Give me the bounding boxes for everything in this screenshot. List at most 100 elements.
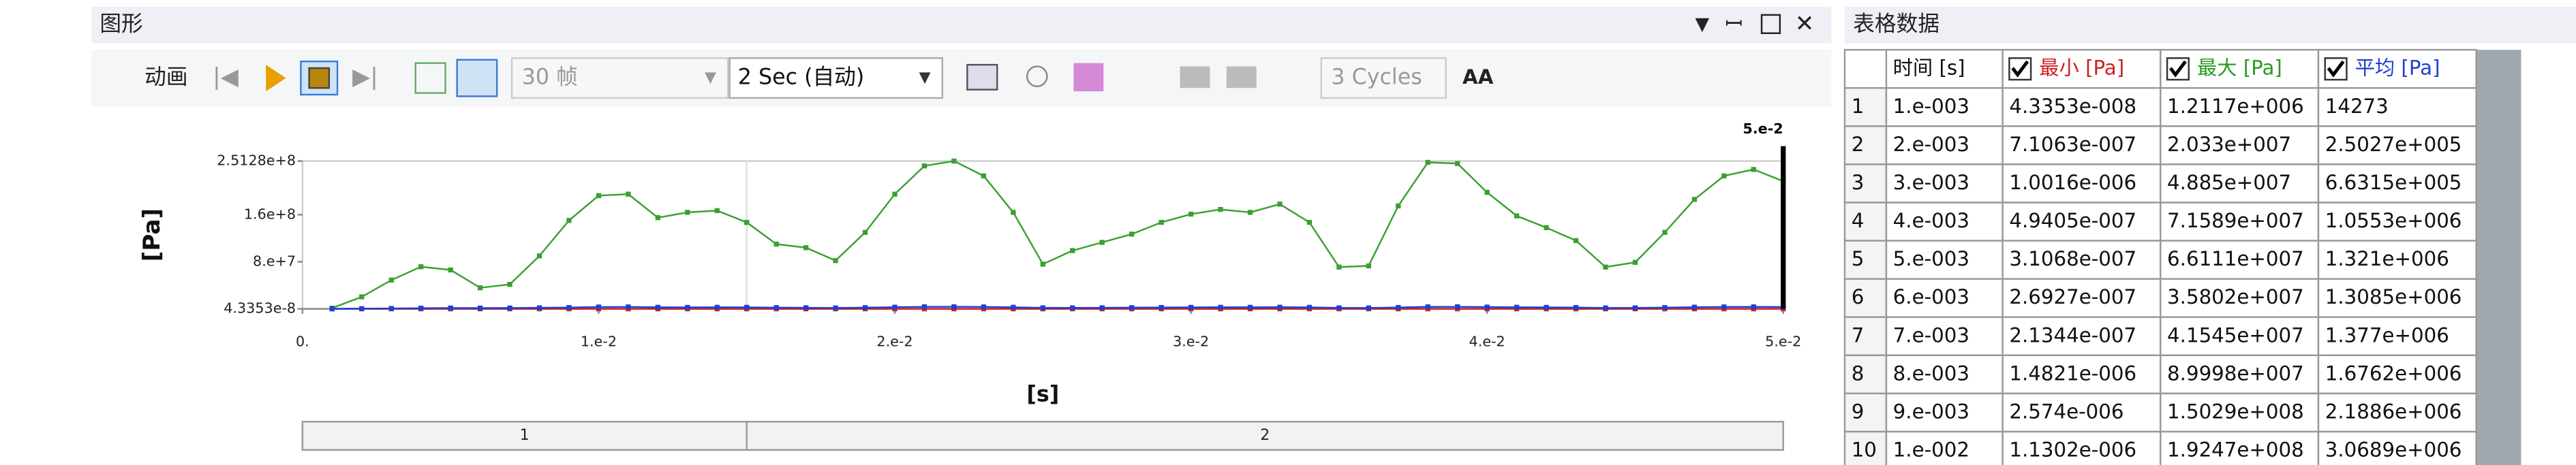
data-point xyxy=(359,294,365,300)
row-header-cell xyxy=(1843,240,1888,280)
data-point xyxy=(359,306,365,312)
data-point xyxy=(1691,197,1698,202)
data-point xyxy=(655,304,661,310)
data-point xyxy=(1544,225,1549,231)
header-cell xyxy=(1885,48,2004,89)
data-point xyxy=(1159,219,1164,225)
data-point xyxy=(1306,219,1313,225)
copy-button[interactable] xyxy=(1180,66,1210,89)
data-point xyxy=(1366,305,1371,310)
prev-button[interactable]: |◀ xyxy=(213,63,239,91)
cell-text: 4.885e+007 xyxy=(2167,171,2291,194)
x-tick-label: 1.e-2 xyxy=(581,333,617,349)
x-tick-label: 4.e-2 xyxy=(1469,333,1505,349)
cell-text: 1.2117e+006 xyxy=(2167,95,2304,118)
data-point xyxy=(1751,304,1756,310)
data-point xyxy=(507,305,512,311)
data-point xyxy=(1129,231,1135,237)
data-point xyxy=(744,219,750,225)
cell-text: 1.377e+006 xyxy=(2325,323,2449,347)
data-point xyxy=(1188,304,1194,310)
play-button[interactable] xyxy=(266,65,286,92)
data-point xyxy=(1159,304,1164,310)
data-point xyxy=(1247,210,1253,215)
cell xyxy=(2317,125,2477,165)
duration-dropdown[interactable] xyxy=(729,57,943,99)
cell-text: 1.9247e+008 xyxy=(2167,438,2304,462)
step-segment[interactable] xyxy=(746,421,1784,451)
data-point xyxy=(1011,304,1016,310)
animation-label: 动画 xyxy=(144,65,187,90)
cell xyxy=(2002,354,2162,395)
cell xyxy=(2002,316,2162,357)
data-point xyxy=(1455,304,1460,310)
antialias-button[interactable]: AA xyxy=(1462,65,1494,89)
data-point xyxy=(1218,304,1223,310)
cell-text: 1.e-003 xyxy=(1893,95,1969,118)
data-point xyxy=(862,229,868,235)
series-line xyxy=(332,306,1783,310)
data-point xyxy=(685,304,690,310)
zoom-button[interactable] xyxy=(1026,65,1048,88)
data-point xyxy=(1544,304,1549,310)
data-point xyxy=(773,241,779,247)
cell-text: 1.3085e+006 xyxy=(2325,285,2462,308)
cell xyxy=(2160,430,2320,465)
table-title: 表格数据 xyxy=(1853,12,1939,37)
cell-text: 1.e-002 xyxy=(1893,438,1969,462)
data-point xyxy=(448,305,453,311)
cell-text: 2.5027e+005 xyxy=(2325,133,2462,156)
distributed-button[interactable] xyxy=(456,59,498,97)
data-point xyxy=(1336,305,1342,310)
maximize[interactable] xyxy=(1760,14,1781,34)
data-point xyxy=(1514,213,1520,219)
data-point xyxy=(1396,203,1401,209)
step-label: 2 xyxy=(1260,427,1270,444)
row-number: 7 xyxy=(1852,323,1865,347)
y-tick-label: 1.6e+8 xyxy=(244,206,296,222)
cell xyxy=(1885,202,2004,242)
cell-text: 8.e-003 xyxy=(1893,362,1969,385)
data-point xyxy=(1366,263,1371,269)
frames-button[interactable] xyxy=(414,62,446,94)
row-number: 9 xyxy=(1852,400,1865,423)
data-point xyxy=(1484,304,1490,310)
close[interactable]: ✕ xyxy=(1795,10,1815,37)
x-axis-label: [s] xyxy=(1026,382,1059,406)
pin[interactable]: ꟷ xyxy=(1725,12,1743,37)
frames-dropdown[interactable] xyxy=(510,57,729,99)
data-point xyxy=(1425,304,1430,310)
cell-text: 8.9998e+007 xyxy=(2167,362,2304,385)
export-button[interactable] xyxy=(966,63,998,91)
data-point xyxy=(1040,261,1045,267)
next-button[interactable]: ▶| xyxy=(352,63,378,91)
data-table: 时间 [s] 最小 [Pa] 最大 [Pa] 平均 [Pa] 1 1.e-003 4.335… xyxy=(1843,48,2477,465)
copy-all-button[interactable] xyxy=(1226,66,1257,89)
legend-button[interactable] xyxy=(1073,63,1104,92)
data-point xyxy=(626,304,631,310)
data-point xyxy=(1396,304,1401,310)
data-point xyxy=(477,285,483,291)
data-point xyxy=(685,210,690,215)
cell-text: 3.1068e-007 xyxy=(2009,247,2136,270)
cell-text: 14273 xyxy=(2325,95,2389,118)
panel-menu[interactable]: ▼ xyxy=(1695,14,1709,35)
cell xyxy=(2317,430,2477,465)
cell-text: 1.5029e+008 xyxy=(2167,400,2304,423)
data-point xyxy=(833,305,838,310)
cell-text: 6.e-003 xyxy=(1893,285,1969,308)
cell-text: 3.e-003 xyxy=(1893,171,1969,194)
data-point xyxy=(448,267,453,273)
y-tick-label: 2.5128e+8 xyxy=(217,153,296,169)
step-segment[interactable] xyxy=(301,421,748,451)
data-point xyxy=(1425,159,1430,165)
data-point xyxy=(1070,305,1075,310)
cycles-input[interactable] xyxy=(1320,57,1447,99)
data-point xyxy=(892,304,898,310)
data-point xyxy=(388,277,394,283)
data-point xyxy=(388,306,394,311)
data-point xyxy=(981,173,987,179)
data-point xyxy=(1188,211,1194,217)
data-point xyxy=(1247,304,1253,310)
chart: 4.3353e-8 8.e+7 1.6e+8 2.5128e+8 0. 1.e-2 2.e-… xyxy=(138,121,1801,451)
